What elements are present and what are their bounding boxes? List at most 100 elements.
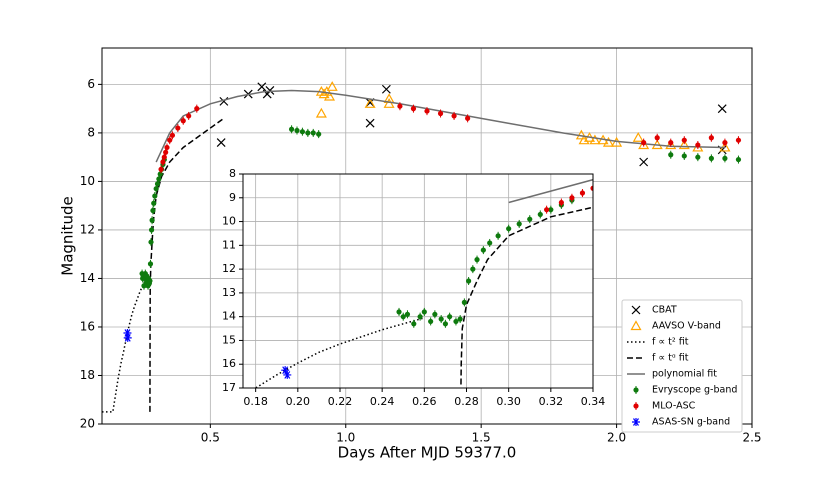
point: [257, 82, 267, 92]
fit-line: [460, 206, 593, 388]
point: [633, 403, 639, 409]
point: [708, 135, 714, 141]
x-tick-label: 2.5: [742, 431, 761, 445]
point: [589, 134, 601, 145]
legend-marker: [633, 402, 639, 410]
point: [299, 129, 306, 135]
point: [544, 207, 550, 213]
point: [558, 199, 564, 206]
point: [695, 142, 701, 148]
x-tick-label: 0.30: [496, 395, 521, 408]
fit-line: [254, 317, 425, 388]
point: [465, 115, 471, 121]
point: [318, 88, 330, 99]
point: [167, 137, 173, 143]
point: [632, 132, 644, 142]
point: [288, 126, 295, 132]
point: [305, 130, 311, 136]
point: [123, 333, 132, 342]
point: [442, 321, 449, 327]
legend-label: AAVSO V-band: [652, 321, 721, 332]
point: [365, 118, 375, 128]
point: [631, 305, 641, 315]
legend-marker: [631, 305, 641, 315]
point: [396, 309, 402, 315]
point: [822, 148, 827, 153]
point: [315, 107, 327, 118]
legend-label: polynomial fit: [652, 369, 717, 380]
point: [364, 98, 376, 108]
y-tick-label: 6: [87, 77, 95, 91]
point: [537, 211, 543, 218]
y-tick-label: 10: [222, 215, 236, 228]
point: [457, 316, 463, 322]
x-tick-label: 0.34: [581, 395, 606, 408]
y-tick-label: 18: [80, 368, 95, 382]
point: [437, 110, 444, 117]
point: [316, 131, 322, 137]
fit-line: [102, 279, 147, 413]
x-axis-label: Days After MJD 59377.0: [338, 444, 517, 462]
y-tick-label: 15: [222, 333, 236, 346]
y-axis-label: Magnitude: [59, 196, 77, 275]
plot-series: [102, 81, 742, 413]
point: [404, 311, 411, 317]
legend-marker: [632, 418, 640, 426]
legend-label: MLO-ASC: [652, 401, 696, 412]
point: [180, 118, 186, 124]
point: [722, 155, 728, 161]
point: [633, 387, 639, 393]
point: [722, 140, 728, 146]
point: [495, 233, 501, 239]
x-tick-label: 0.22: [328, 395, 353, 408]
point: [283, 370, 292, 379]
point: [548, 207, 554, 213]
legend-label: ASAS-SN g-band: [652, 417, 730, 428]
point: [169, 132, 176, 138]
point: [470, 266, 476, 272]
point: [602, 136, 614, 147]
x-tick-label: 0.28: [454, 395, 479, 408]
point: [310, 130, 316, 136]
point: [641, 140, 647, 146]
point: [447, 314, 453, 320]
x-tick-label: 0.5: [201, 431, 220, 445]
point: [438, 316, 444, 322]
point: [147, 278, 153, 284]
point: [326, 81, 338, 91]
y-tick-label: 16: [80, 319, 95, 333]
point: [424, 108, 430, 114]
y-tick-label: 13: [222, 286, 236, 299]
x-tick-label: 1.5: [472, 431, 491, 445]
y-tick-label: 16: [222, 357, 236, 370]
point: [461, 299, 467, 305]
point: [147, 261, 154, 267]
point: [590, 185, 593, 191]
y-tick-label: 17: [222, 381, 236, 394]
point: [216, 138, 226, 148]
point: [400, 314, 406, 320]
point: [480, 247, 486, 253]
point: [158, 166, 164, 172]
point: [632, 418, 640, 426]
y-tick-label: 12: [222, 262, 236, 275]
point: [527, 216, 533, 222]
point: [149, 217, 155, 223]
point: [186, 113, 192, 119]
y-tick-label: 8: [87, 125, 95, 139]
point: [421, 309, 427, 315]
point: [148, 227, 155, 233]
point: [487, 240, 493, 246]
y-tick-label: 12: [80, 222, 95, 236]
plot-series: [254, 148, 827, 388]
point: [506, 226, 512, 232]
point: [151, 200, 157, 206]
x-tick-label: 0.24: [370, 395, 395, 408]
y-tick-label: 14: [80, 271, 95, 285]
y-tick-label: 20: [80, 417, 95, 431]
legend-marker: [633, 386, 639, 394]
point: [417, 314, 423, 320]
point: [294, 127, 300, 134]
point: [579, 190, 586, 196]
legend-label: f ∝ tᵅ fit: [652, 353, 689, 364]
